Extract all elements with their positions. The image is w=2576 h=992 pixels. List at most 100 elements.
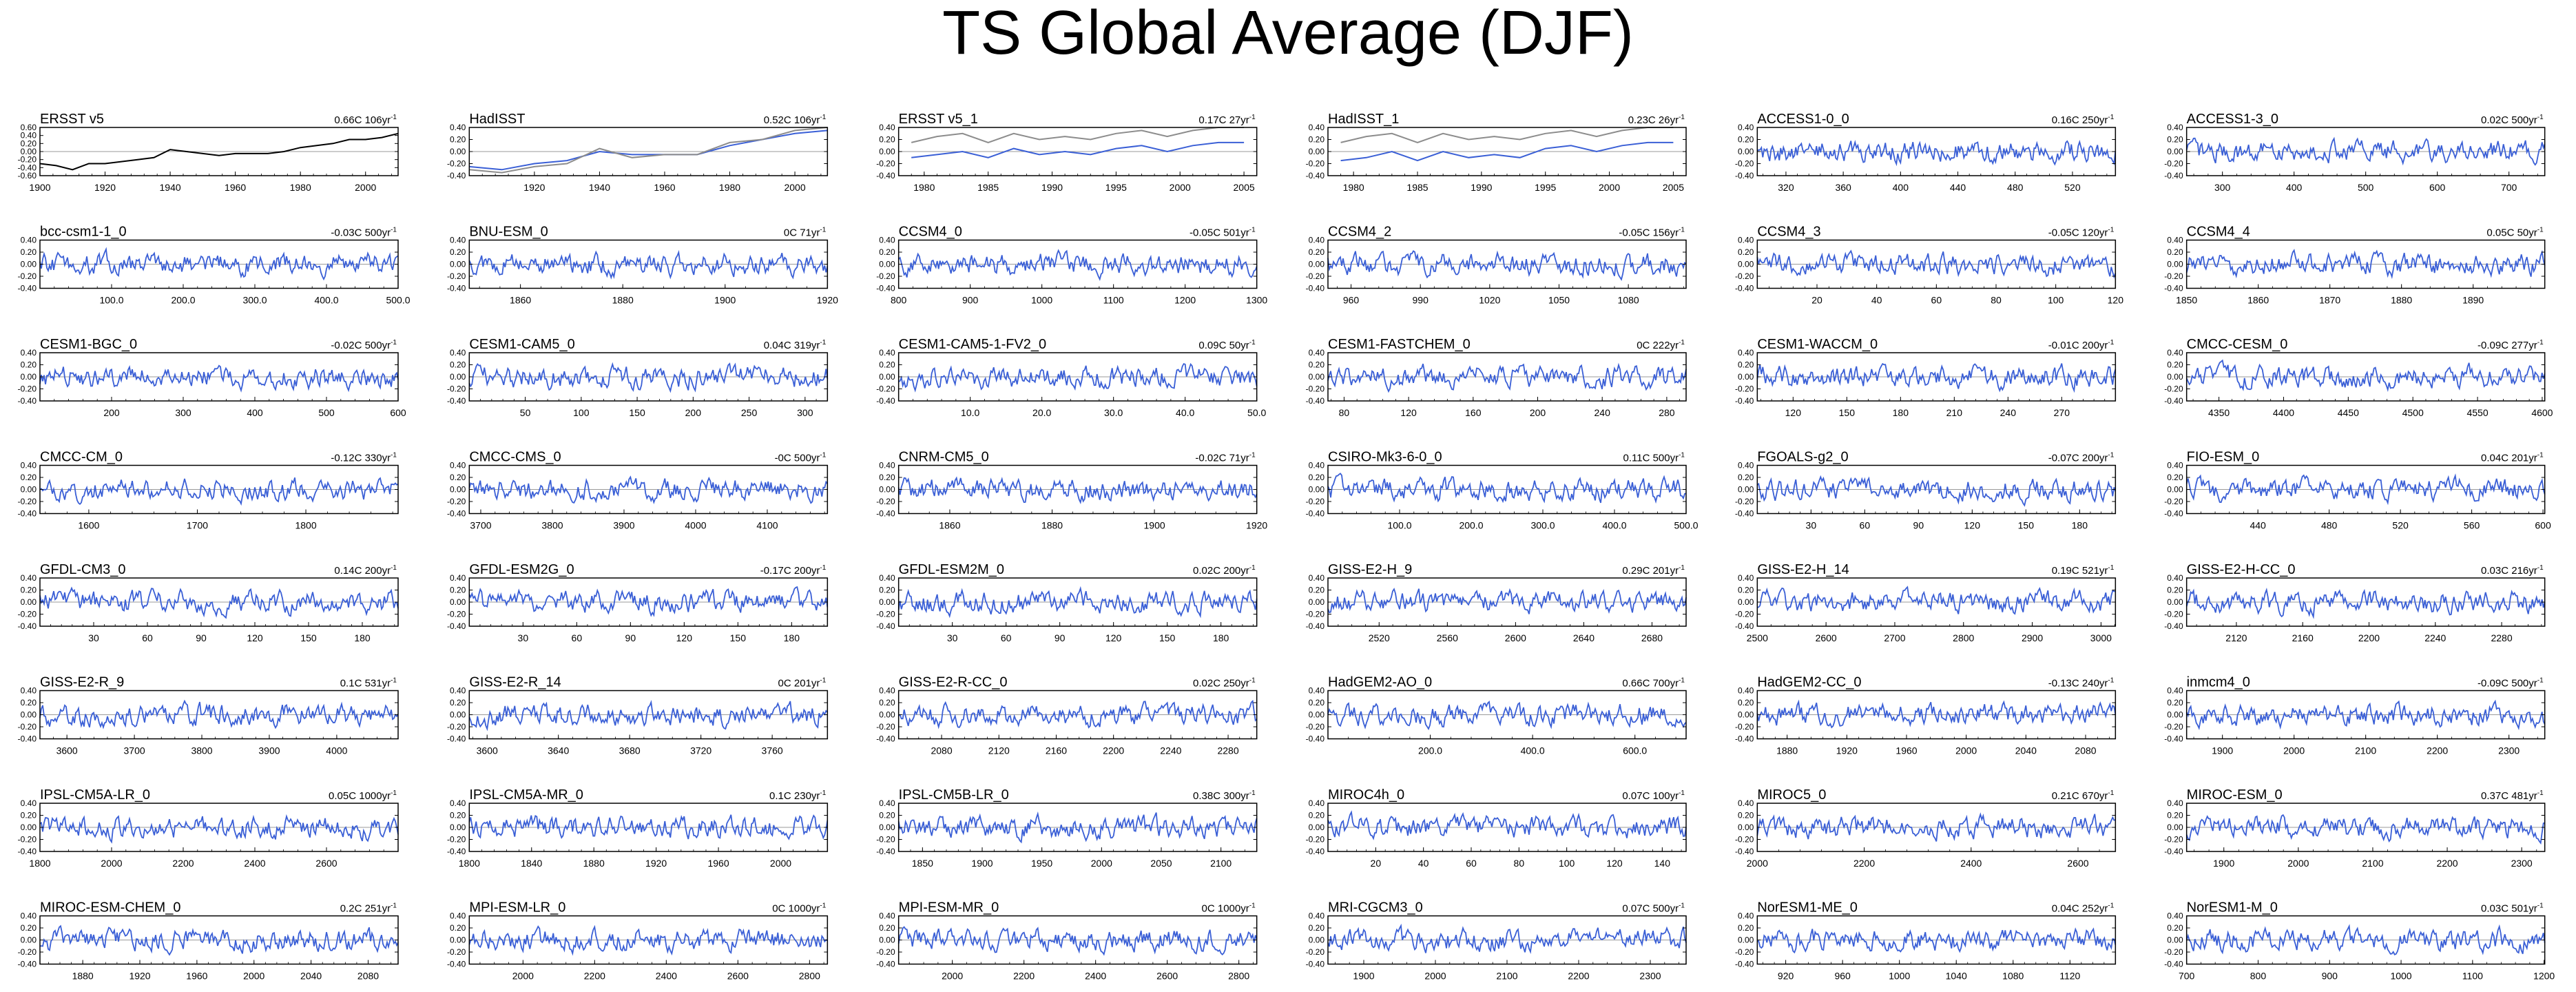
x-tick-label: 1040 [1946, 971, 1967, 982]
y-tick-label: -0.40 [1306, 847, 1325, 856]
y-tick-label: 0.40 [1309, 236, 1325, 245]
x-tick-label: 2000 [2283, 745, 2305, 756]
x-tick-label: 520 [2392, 520, 2409, 531]
panel-title: IPSL-CM5A-MR_0 [469, 787, 583, 803]
x-tick-label: 320 [1778, 182, 1794, 193]
chart-panel: NorESM1-M_0 0.03C 501yr-1 0.40 0.20 0.00 -0.2… [2164, 900, 2555, 982]
x-tick-label: 800 [891, 295, 907, 306]
y-tick-label: -0.20 [1735, 947, 1754, 957]
x-tick-label: 120 [1606, 858, 1623, 869]
y-tick-label: 0.00 [1309, 485, 1325, 495]
x-tick-label: 300 [797, 407, 813, 418]
chart-panel: inmcm4_0 -0.09C 500yr-1 0.40 0.20 0.00 -0.20 -… [2164, 675, 2546, 756]
x-tick-label: 1990 [1471, 182, 1492, 193]
x-tick-label: 1880 [2391, 295, 2412, 306]
chart-panel: CESM1-BGC_0 -0.02C 500yr-1 0.40 0.20 0.00 -0.… [18, 337, 406, 418]
x-tick-label: 1980 [913, 182, 935, 193]
y-tick-label: 0.40 [1309, 461, 1325, 471]
y-tick-label: 0.00 [1738, 260, 1754, 269]
x-tick-label: 400 [247, 407, 263, 418]
y-tick-label: 0.00 [2167, 485, 2183, 495]
panel-title: CESM1-FASTCHEM_0 [1328, 337, 1471, 352]
x-tick-label: 1900 [971, 858, 993, 869]
chart-panel: ACCESS1-3_0 0.02C 500yr-1 0.40 0.20 0.00 -0.2… [2164, 112, 2546, 193]
y-tick-label: 0.20 [1738, 247, 1754, 257]
y-tick-label: 0.40 [450, 911, 466, 921]
x-tick-label: 30 [1806, 520, 1817, 531]
panel-trend-stat: 0.09C 50yr-1 [1198, 339, 1256, 351]
series-line [2185, 699, 2546, 730]
chart-panel: IPSL-CM5B-LR_0 0.38C 300yr-1 0.40 0.20 0.00 -… [876, 787, 1258, 869]
panel-title: CCSM4_4 [2187, 225, 2250, 240]
x-tick-label: 2005 [1234, 182, 1255, 193]
panel-trend-stat: -0C 500yr-1 [775, 452, 827, 464]
x-tick-label: 2100 [1496, 971, 1517, 982]
y-tick-label: -0.40 [1306, 396, 1325, 406]
y-tick-label: 0.00 [2167, 147, 2183, 156]
y-tick-label: 0.40 [1738, 573, 1754, 583]
y-tick-label: -0.40 [18, 960, 37, 969]
y-tick-label: 0.40 [450, 798, 466, 808]
x-tick-label: 180 [1893, 407, 1909, 418]
x-tick-label: 560 [2464, 520, 2480, 531]
x-tick-label: 200 [103, 407, 120, 418]
x-tick-label: 100 [573, 407, 590, 418]
x-tick-label: 3700 [124, 745, 145, 756]
x-tick-label: 480 [2321, 520, 2338, 531]
y-tick-label: 0.40 [1738, 686, 1754, 696]
y-tick-label: -0.20 [18, 835, 37, 845]
y-tick-label: -0.20 [18, 722, 37, 732]
y-tick-label: 0.40 [1309, 911, 1325, 921]
y-tick-label: -0.20 [876, 610, 895, 619]
x-tick-label: 2700 [1884, 632, 1905, 643]
x-tick-label: 1920 [645, 858, 667, 869]
x-tick-label: 1920 [94, 182, 116, 193]
y-tick-label: 0.20 [1309, 360, 1325, 370]
y-tick-label: -0.20 [2164, 497, 2183, 506]
series-line [469, 127, 828, 174]
x-tick-label: 180 [2072, 520, 2088, 531]
chart-panel: IPSL-CM5A-LR_0 0.05C 1000yr-1 0.40 0.20 0.00… [18, 787, 399, 869]
x-tick-label: 2000 [1955, 745, 1977, 756]
chart-panel: CCSM4_4 0.05C 50yr-1 0.40 0.20 0.00 -0.20 -0.4… [2164, 225, 2546, 306]
panel-title: CESM1-CAM5_0 [469, 337, 574, 352]
x-tick-label: 200 [685, 407, 702, 418]
series-line [1756, 249, 2117, 279]
x-tick-label: 1000 [1031, 295, 1052, 306]
x-tick-label: 2040 [2015, 745, 2037, 756]
y-tick-label: -0.40 [876, 284, 895, 293]
x-tick-label: 2160 [1046, 745, 1067, 756]
y-tick-label: -0.20 [1735, 722, 1754, 732]
x-tick-label: 3900 [258, 745, 280, 756]
y-tick-label: 0.40 [2167, 348, 2183, 358]
x-tick-label: 1960 [707, 858, 729, 869]
x-tick-label: 3680 [619, 745, 641, 756]
y-tick-label: 0.40 [1309, 348, 1325, 358]
series-line [1756, 362, 2117, 393]
y-tick-label: -0.40 [2164, 284, 2183, 293]
y-tick-label: 0.20 [21, 247, 37, 257]
y-tick-label: 0.00 [1309, 372, 1325, 382]
chart-panel: CMCC-CM_0 -0.12C 330yr-1 0.40 0.20 0.00 -0.20… [18, 450, 399, 531]
x-tick-label: 1300 [1246, 295, 1267, 306]
x-tick-label: 1880 [1041, 520, 1063, 531]
series-line [898, 699, 1258, 730]
y-tick-label: 0.20 [21, 138, 37, 148]
y-tick-label: -0.40 [1735, 960, 1754, 969]
panel-title: CCSM4_3 [1757, 225, 1820, 240]
panel-trend-stat: 0.05C 50yr-1 [2486, 227, 2544, 239]
x-tick-label: 1950 [1031, 858, 1052, 869]
x-tick-label: 3800 [191, 745, 212, 756]
y-tick-label: -0.40 [876, 847, 895, 856]
y-tick-label: -0.40 [447, 284, 466, 293]
x-tick-label: 2200 [1853, 858, 1875, 869]
panel-trend-stat: 0.02C 200yr-1 [1193, 564, 1256, 577]
x-tick-label: 1900 [714, 295, 736, 306]
panel-title: MRI-CGCM3_0 [1328, 900, 1423, 916]
x-tick-label: 160 [1465, 407, 1482, 418]
y-tick-label: 0.20 [879, 247, 895, 257]
y-tick-label: -0.40 [1735, 396, 1754, 406]
x-tick-label: 300 [2214, 182, 2231, 193]
x-tick-label: 1000 [1889, 971, 1910, 982]
panel-trend-stat: 0.03C 501yr-1 [2481, 902, 2544, 915]
